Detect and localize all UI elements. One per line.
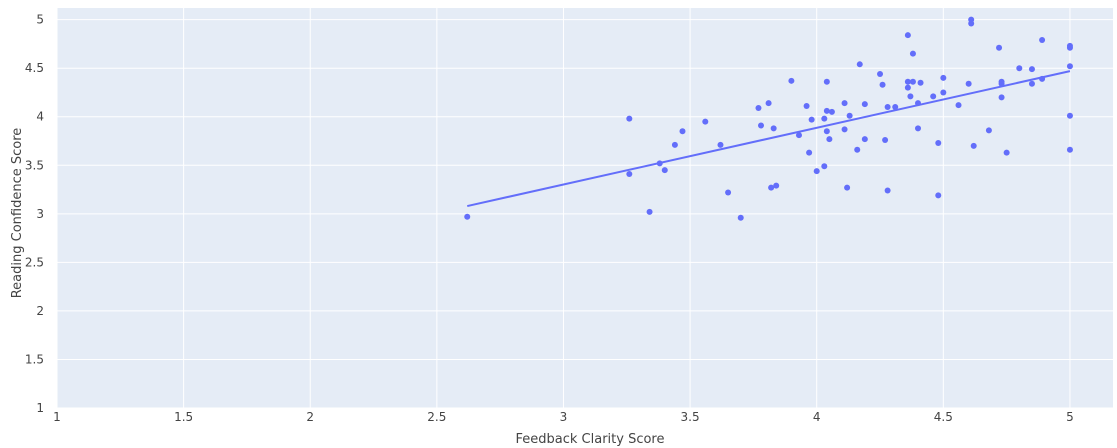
x-tick-label: 4.5 (934, 410, 953, 424)
data-point (1029, 81, 1035, 87)
data-point (662, 167, 668, 173)
data-point (1029, 66, 1035, 72)
data-point (804, 103, 810, 109)
data-point (877, 71, 883, 77)
data-point (738, 215, 744, 221)
data-point (842, 100, 848, 106)
data-point (842, 126, 848, 132)
data-point (766, 100, 772, 106)
data-point (907, 93, 913, 99)
y-tick-label: 4.5 (25, 61, 44, 75)
data-point (826, 136, 832, 142)
data-point (806, 150, 812, 156)
data-point (788, 78, 794, 84)
data-point (915, 100, 921, 106)
data-point (930, 93, 936, 99)
data-point (968, 21, 974, 27)
data-point (626, 116, 632, 122)
data-point (702, 119, 708, 125)
y-tick-label: 4 (36, 110, 44, 124)
data-point (796, 132, 802, 138)
data-point (885, 104, 891, 110)
data-point (999, 94, 1005, 100)
data-point (824, 128, 830, 134)
data-point (905, 85, 911, 91)
data-point (847, 113, 853, 119)
data-point (892, 104, 898, 110)
y-tick-label: 2 (36, 304, 44, 318)
data-point (915, 125, 921, 131)
data-point (672, 142, 678, 148)
y-tick-label: 1 (36, 401, 44, 415)
data-point (966, 81, 972, 87)
data-point (725, 189, 731, 195)
x-tick-label: 4 (813, 410, 821, 424)
data-point (809, 117, 815, 123)
data-point (1067, 147, 1073, 153)
x-tick-label: 5 (1066, 410, 1074, 424)
x-tick-label: 1.5 (174, 410, 193, 424)
x-tick-label: 2 (306, 410, 314, 424)
y-tick-label: 3.5 (25, 158, 44, 172)
data-point (821, 163, 827, 169)
x-tick-label: 2.5 (427, 410, 446, 424)
data-point (940, 89, 946, 95)
data-point (862, 101, 868, 107)
data-point (956, 102, 962, 108)
data-point (1067, 113, 1073, 119)
data-point (1004, 150, 1010, 156)
data-point (880, 82, 886, 88)
x-tick-label: 1 (53, 410, 61, 424)
data-point (1067, 63, 1073, 69)
data-point (829, 109, 835, 115)
data-point (824, 108, 830, 114)
data-point (910, 79, 916, 85)
data-point (918, 80, 924, 86)
data-point (464, 214, 470, 220)
data-point (758, 122, 764, 128)
data-point (657, 160, 663, 166)
data-point (717, 142, 723, 148)
data-point (755, 105, 761, 111)
y-tick-label: 1.5 (25, 352, 44, 366)
data-point (814, 168, 820, 174)
data-point (626, 171, 632, 177)
data-point (857, 61, 863, 67)
x-tick-label: 3.5 (681, 410, 700, 424)
data-point (905, 32, 911, 38)
data-point (996, 45, 1002, 51)
data-point (940, 75, 946, 81)
data-point (773, 183, 779, 189)
data-point (885, 188, 891, 194)
data-point (679, 128, 685, 134)
data-point (1016, 65, 1022, 71)
data-point (1039, 37, 1045, 43)
data-point (882, 137, 888, 143)
x-tick-label: 3 (560, 410, 568, 424)
data-point (824, 79, 830, 85)
data-point (1067, 45, 1073, 51)
data-point (844, 185, 850, 191)
data-point (910, 51, 916, 57)
y-tick-label: 2.5 (25, 255, 44, 269)
data-point (999, 81, 1005, 87)
data-point (771, 125, 777, 131)
y-axis-title: Reading Confidence Score (10, 128, 25, 299)
data-point (647, 209, 653, 215)
data-point (935, 140, 941, 146)
data-point (854, 147, 860, 153)
y-tick-label: 3 (36, 207, 44, 221)
data-point (862, 136, 868, 142)
data-point (1039, 76, 1045, 82)
data-point (986, 127, 992, 133)
data-point (935, 192, 941, 198)
x-axis-title: Feedback Clarity Score (516, 432, 665, 447)
data-point (821, 116, 827, 122)
y-tick-label: 5 (36, 13, 44, 27)
data-point (971, 143, 977, 149)
